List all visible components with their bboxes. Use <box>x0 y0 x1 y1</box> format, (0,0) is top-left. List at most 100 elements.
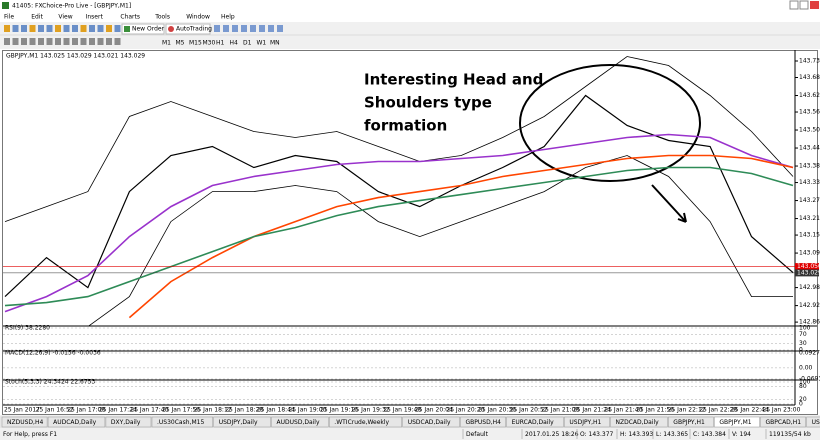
timeframe-button[interactable]: H1 <box>216 40 225 47</box>
toolbar-icon[interactable] <box>268 25 274 32</box>
auto-trading-button[interactable] <box>165 23 211 35</box>
menu-item[interactable]: Charts <box>120 14 140 21</box>
timeframe-button[interactable]: M30 <box>203 40 216 47</box>
tab-label[interactable]: EURCAD,Daily <box>512 419 555 426</box>
tab[interactable] <box>329 416 402 428</box>
timeframe-button[interactable]: W1 <box>257 40 267 47</box>
menu-item[interactable]: Tools <box>154 14 170 21</box>
tab[interactable] <box>610 416 668 428</box>
toolbar-icon[interactable] <box>241 25 247 32</box>
window-controls <box>789 0 819 10</box>
toolbar-icon[interactable] <box>38 25 44 32</box>
tab[interactable] <box>1 416 48 428</box>
toolbar-icon[interactable] <box>38 38 44 45</box>
tab[interactable] <box>151 416 213 428</box>
tab-label[interactable]: NZDUSD,H4 <box>7 419 43 426</box>
toolbar-icon[interactable] <box>80 38 87 45</box>
time-label: 25 Jan 21:08 <box>541 407 579 414</box>
price-tick-label: 143.680 <box>799 74 820 81</box>
timeframe-button[interactable]: H4 <box>230 40 239 47</box>
price-label: 143.050 <box>797 263 820 270</box>
toolbar-icon[interactable] <box>21 38 27 45</box>
timeframe-button[interactable]: MN <box>270 40 280 47</box>
toolbar-icon[interactable] <box>214 25 220 32</box>
toolbar-icon[interactable] <box>29 38 36 45</box>
toolbar-icon[interactable] <box>46 38 53 45</box>
toolbar-icon[interactable] <box>72 25 78 32</box>
toolbar-icon[interactable] <box>277 25 283 32</box>
menu-item[interactable]: File <box>4 14 14 21</box>
tab[interactable] <box>271 416 329 428</box>
toolbar-icon[interactable] <box>55 25 61 32</box>
tab[interactable] <box>402 416 460 428</box>
tab-label[interactable]: USDMXN,Daily <box>812 419 820 426</box>
tab-label[interactable]: GBPJPY,M1 <box>719 419 751 426</box>
toolbar-icon[interactable] <box>106 38 112 45</box>
title-bar <box>0 0 820 11</box>
toolbar-icon[interactable] <box>55 38 61 45</box>
time-label: 25 Jan 17:56 <box>162 407 200 414</box>
toolbar-icon[interactable] <box>29 25 36 32</box>
toolbar-icon[interactable] <box>259 25 265 32</box>
toolbar-icon[interactable] <box>63 25 70 32</box>
toolbar-icon[interactable] <box>12 38 19 45</box>
tab-label[interactable]: NZDCAD,Daily <box>616 419 660 426</box>
close[interactable] <box>810 1 819 9</box>
timeframe-button[interactable]: M1 <box>162 40 171 47</box>
menu-item[interactable]: Insert <box>86 14 104 21</box>
indicator-label: Stoch(5,3,3) 24.3424 22.6753 <box>5 379 96 386</box>
tab-label[interactable]: AUDUSD,Daily <box>277 419 320 426</box>
tab-label[interactable]: AUDCAD,Daily <box>53 419 97 426</box>
toolbar-icon[interactable] <box>114 38 121 45</box>
menu-item[interactable]: View <box>58 14 72 21</box>
minimize[interactable] <box>789 0 799 10</box>
tab-label[interactable]: DXY,Daily <box>111 419 141 426</box>
tab-label[interactable]: .US30Cash,M15 <box>157 419 204 426</box>
tab-label[interactable]: GBPJPY,H1 <box>673 419 705 426</box>
price-tick-label: 143.095 <box>799 250 820 257</box>
menu-item[interactable]: Edit <box>31 14 43 21</box>
toolbar-icon[interactable] <box>21 25 27 32</box>
tab-label[interactable]: .WTICrude,Weekly <box>334 419 389 426</box>
tab-label[interactable]: GBPCAD,H1 <box>766 419 802 426</box>
toolbar-icon[interactable] <box>89 38 95 45</box>
tab[interactable] <box>460 416 506 428</box>
tab-label[interactable]: USDCAD,Daily <box>408 419 451 426</box>
timeframe-button[interactable]: M15 <box>189 40 202 47</box>
tab[interactable] <box>105 416 152 428</box>
tab[interactable] <box>806 416 820 428</box>
timeframe-button[interactable]: M5 <box>176 40 185 47</box>
tab-label[interactable]: USDJPY,H1 <box>569 419 601 426</box>
toolbar-icon[interactable] <box>89 25 95 32</box>
status-bar <box>0 428 820 440</box>
toolbar-icon[interactable] <box>80 25 87 32</box>
tab[interactable] <box>564 416 610 428</box>
toolbar-icon[interactable] <box>223 25 229 32</box>
tab[interactable] <box>714 416 760 428</box>
toolbar-icon[interactable] <box>97 38 104 45</box>
maximize[interactable] <box>799 0 809 10</box>
menu-item[interactable]: Help <box>221 14 235 21</box>
tab-label[interactable]: USDJPY,Daily <box>219 419 258 426</box>
new-order-button[interactable] <box>121 23 165 35</box>
tab-label[interactable]: GBPUSD,H4 <box>466 419 502 426</box>
tab[interactable] <box>213 416 271 428</box>
toolbar-icon[interactable] <box>46 25 53 32</box>
tab[interactable] <box>760 416 806 428</box>
tab[interactable] <box>506 416 564 428</box>
toolbar-icon[interactable] <box>12 25 19 32</box>
toolbar-icon[interactable] <box>106 25 112 32</box>
tab[interactable] <box>47 416 106 428</box>
time-label: 25 Jan 23:00 <box>762 407 800 414</box>
toolbar-icon[interactable] <box>232 25 238 32</box>
toolbar-icon[interactable] <box>4 38 10 45</box>
toolbar-icon[interactable] <box>114 25 121 32</box>
toolbar-icon[interactable] <box>4 25 10 32</box>
toolbar-icon[interactable] <box>97 25 104 32</box>
menu-item[interactable]: Window <box>186 14 210 21</box>
toolbar-icon[interactable] <box>250 25 256 32</box>
toolbar-icon[interactable] <box>72 38 78 45</box>
timeframe-button[interactable]: D1 <box>243 40 252 47</box>
tab[interactable] <box>668 416 714 428</box>
toolbar-icon[interactable] <box>63 38 70 45</box>
